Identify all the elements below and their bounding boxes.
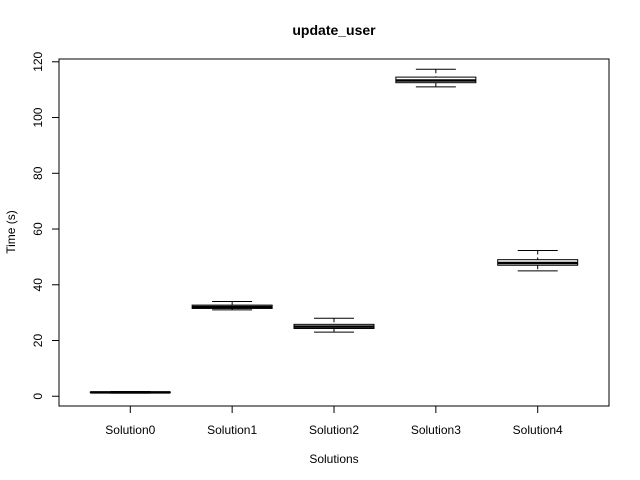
chart-title: update_user: [292, 22, 376, 38]
x-axis: Solution0 Solution1 Solution2 Solution3 Solu…: [105, 405, 563, 437]
y-tick-label: 120: [31, 51, 45, 71]
y-tick-label: 40: [31, 278, 45, 292]
box-solution0: [89, 391, 171, 394]
x-tick-label: Solution1: [207, 423, 257, 437]
x-axis-label: Solutions: [309, 452, 358, 466]
box-solution4: [497, 249, 579, 272]
y-axis: 0 20 40 60 80 100 120: [31, 51, 60, 400]
x-tick-label: Solution3: [411, 423, 461, 437]
y-tick-label: 0: [31, 393, 45, 400]
x-tick-label: Solution4: [513, 423, 563, 437]
boxes-layer: [89, 68, 579, 394]
y-tick-label: 20: [31, 334, 45, 348]
y-tick-label: 100: [31, 107, 45, 127]
y-axis-label: Time (s): [4, 210, 18, 254]
box-solution3: [395, 68, 477, 88]
y-tick-label: 60: [31, 222, 45, 236]
y-tick-label: 80: [31, 166, 45, 180]
x-tick-label: Solution0: [105, 423, 155, 437]
box-solution2: [293, 317, 375, 333]
plot-frame: [58, 58, 610, 407]
x-tick-label: Solution2: [309, 423, 359, 437]
box-solution1: [191, 300, 273, 311]
